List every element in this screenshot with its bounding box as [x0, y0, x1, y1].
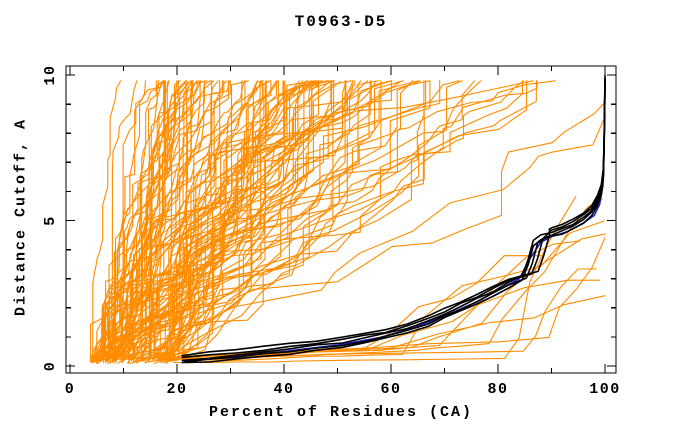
highlighted-curves-black — [181, 74, 606, 364]
x-tick-label: 80 — [487, 381, 508, 398]
x-tick-label: 0 — [65, 381, 76, 398]
x-tick-label: 20 — [166, 381, 187, 398]
x-tick-label: 40 — [273, 381, 294, 398]
chart-title: T0963-D5 — [294, 13, 388, 31]
y-axis-label: Distance Cutoff, A — [12, 117, 30, 317]
x-axis-label: Percent of Residues (CA) — [208, 404, 474, 421]
plot-frame-and-ticks — [65, 65, 617, 374]
y-tick-label: 5 — [42, 215, 59, 226]
model-curves-orange — [89, 80, 607, 365]
y-tick-label: 0 — [42, 361, 59, 372]
y-tick-label: 10 — [42, 64, 59, 85]
tick-labels: 0 20 40 60 80 100 0 5 10 — [42, 64, 621, 398]
x-tick-label: 100 — [589, 381, 621, 398]
x-tick-label: 60 — [380, 381, 401, 398]
